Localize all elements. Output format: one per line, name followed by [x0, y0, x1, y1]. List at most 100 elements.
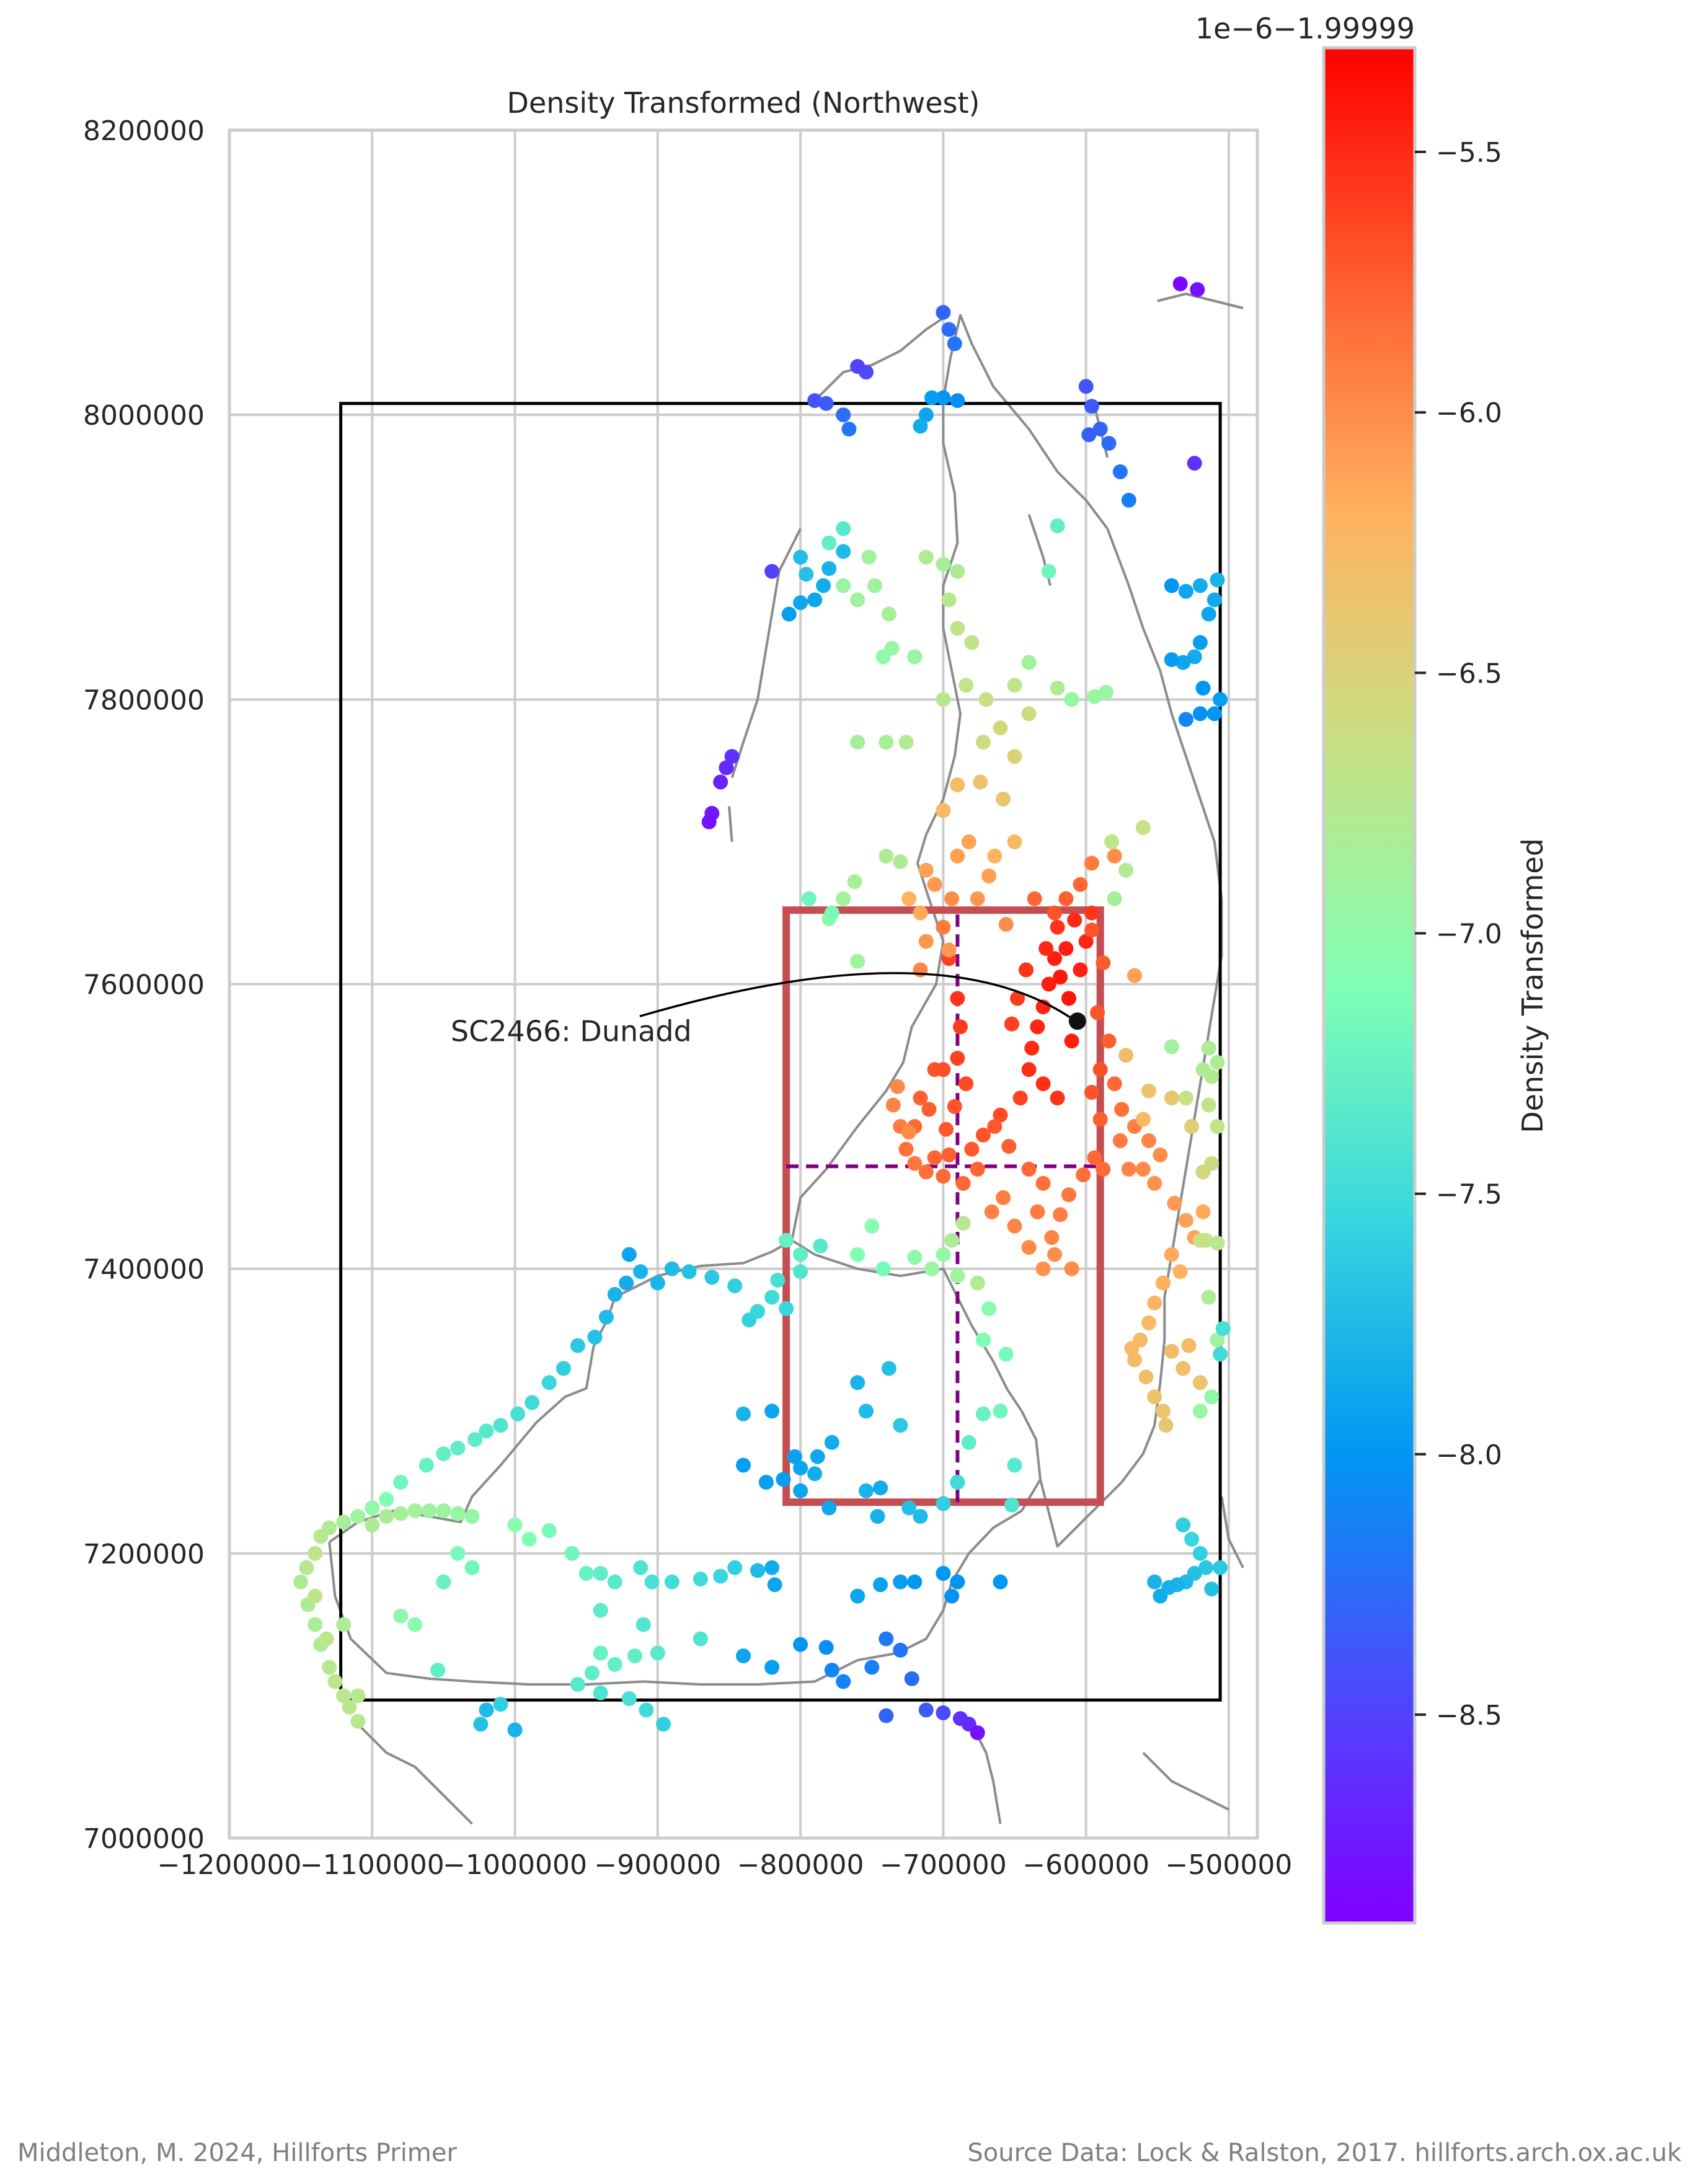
data-point	[570, 1677, 585, 1692]
data-point	[1021, 1240, 1037, 1255]
data-point	[1084, 905, 1099, 921]
colorbar-tick-label: −7.5	[1436, 1179, 1502, 1211]
colorbar-offset-text: 1e−6−1.99999	[1195, 12, 1415, 45]
data-point	[736, 1406, 751, 1421]
data-point	[1038, 941, 1054, 957]
data-point	[1206, 706, 1222, 722]
data-point	[1192, 1545, 1208, 1561]
data-point	[1175, 1517, 1191, 1532]
data-point	[541, 1523, 557, 1539]
data-point	[941, 592, 957, 608]
data-point	[813, 1238, 828, 1253]
data-point	[418, 1457, 434, 1473]
data-point	[981, 1301, 997, 1316]
data-point	[1096, 955, 1111, 971]
data-point	[879, 1708, 894, 1723]
data-point	[939, 1121, 954, 1137]
scatter-points	[293, 276, 1231, 1741]
colorbar	[1322, 46, 1417, 1925]
data-point	[1047, 951, 1062, 966]
data-point	[864, 1660, 880, 1675]
data-point	[365, 1500, 380, 1516]
data-point	[779, 1301, 794, 1316]
data-point	[393, 1608, 409, 1624]
data-point	[713, 774, 728, 790]
data-point	[693, 1631, 708, 1647]
data-point	[918, 862, 934, 878]
data-point	[924, 390, 939, 405]
data-point	[1210, 1119, 1225, 1134]
data-point	[607, 1287, 622, 1302]
data-point	[1090, 1005, 1105, 1020]
data-point	[407, 1503, 423, 1518]
data-point	[893, 1642, 908, 1658]
data-point	[1061, 991, 1076, 1006]
data-point	[1058, 891, 1074, 906]
data-point	[1073, 877, 1088, 892]
data-point	[913, 905, 928, 921]
data-point	[593, 1566, 608, 1581]
data-point	[936, 1062, 951, 1077]
data-point	[327, 1674, 343, 1689]
data-point	[1104, 834, 1120, 849]
data-point	[793, 1637, 808, 1652]
data-point	[793, 1483, 808, 1498]
data-point	[1084, 1085, 1099, 1100]
data-point	[867, 578, 882, 593]
x-tick-label: −700000	[880, 1849, 1007, 1881]
data-point	[907, 649, 923, 665]
data-point	[998, 917, 1014, 932]
data-point	[836, 521, 851, 536]
data-point	[964, 635, 980, 650]
data-point	[993, 1107, 1008, 1123]
data-point	[1053, 970, 1068, 984]
data-point	[1204, 1389, 1220, 1405]
coastline-segment	[1142, 1751, 1229, 1811]
data-point	[847, 874, 862, 890]
data-point	[1112, 1133, 1128, 1148]
data-point	[836, 544, 851, 559]
axis-ticks: −1200000−1100000−1000000 −900000 −800000 −7…	[83, 115, 1292, 1881]
data-point	[1107, 848, 1122, 864]
data-point	[781, 606, 797, 622]
data-point	[1164, 1090, 1179, 1106]
data-point	[950, 1268, 965, 1284]
data-point	[1019, 962, 1034, 978]
data-point	[1114, 1102, 1130, 1117]
data-point	[958, 678, 974, 693]
data-point	[936, 1705, 951, 1720]
y-tick-label: 7400000	[83, 1254, 205, 1286]
data-point	[893, 1574, 908, 1589]
data-point	[633, 1560, 649, 1575]
data-point	[936, 304, 951, 320]
coastline-segment	[1220, 1496, 1244, 1568]
x-tick-label: −800000	[737, 1849, 864, 1881]
plot-frame	[228, 128, 1259, 1840]
data-point	[873, 1577, 888, 1593]
data-point	[1035, 1175, 1051, 1191]
data-point	[450, 1440, 466, 1456]
data-point	[1044, 1230, 1060, 1245]
data-point	[1098, 684, 1113, 700]
data-point	[727, 1278, 743, 1294]
data-point	[556, 1361, 571, 1376]
data-point	[978, 692, 994, 707]
colorbar-tick-label: −7.0	[1436, 918, 1502, 950]
data-point	[879, 848, 894, 864]
data-point	[1004, 1497, 1019, 1513]
data-point	[950, 393, 965, 409]
data-point	[607, 1574, 622, 1589]
data-point	[1181, 1338, 1197, 1353]
coastline-segment	[1157, 293, 1244, 309]
data-point	[1201, 606, 1216, 622]
data-point	[593, 1645, 608, 1661]
colorbar-tick-label: −8.5	[1436, 1700, 1502, 1731]
data-point	[936, 557, 951, 572]
data-point	[975, 1406, 991, 1421]
data-point	[1118, 1048, 1134, 1063]
data-point	[953, 1019, 968, 1035]
data-point	[1092, 1112, 1108, 1127]
data-point	[850, 953, 865, 969]
data-point	[436, 1574, 451, 1589]
data-point	[764, 1404, 780, 1419]
